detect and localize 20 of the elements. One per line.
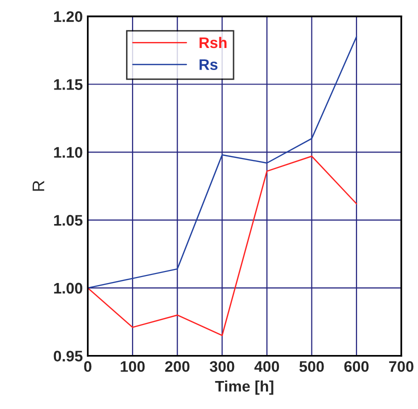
y-axis-title: R	[32, 180, 44, 191]
x-tick-label: 600	[344, 361, 369, 372]
x-axis-title: Time [h]	[215, 380, 274, 395]
x-tick-label: 0	[84, 361, 92, 372]
x-tick-label: 700	[389, 361, 414, 372]
x-tick-label: 100	[120, 361, 145, 372]
y-tick-label: 1.05	[54, 214, 82, 226]
x-tick-label: 500	[299, 361, 324, 372]
x-tick-label: 300	[210, 361, 234, 372]
legend-label: Rs	[200, 59, 218, 70]
y-tick-label: 0.95	[54, 350, 82, 362]
y-tick-label: 1.15	[54, 79, 82, 90]
legend-label: Rsh	[200, 36, 226, 48]
x-tick-label: 400	[254, 361, 280, 372]
line-series	[88, 36, 358, 289]
x-tick-label: 200	[165, 361, 190, 372]
y-tick-label: 1.00	[54, 282, 82, 294]
line-series	[88, 156, 358, 336]
y-tick-label: 1.20	[54, 11, 82, 22]
y-tick-label: 1.10	[54, 147, 82, 158]
